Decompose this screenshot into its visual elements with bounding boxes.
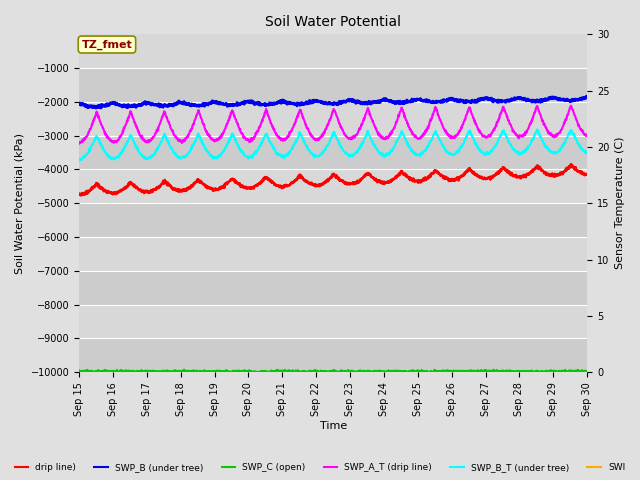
SWP_A_T (drip line) [567,103,575,108]
SWP_B (under tree) [584,95,591,100]
SWP_A (drip line) [567,161,575,167]
SWP_C (open) [310,367,318,373]
SWP_B_T (under tree) [534,127,541,132]
Line: SWP_A_T (drip line): SWP_A_T (drip line) [79,106,588,144]
SWP_B (under tree) [115,102,122,108]
Legend: drip line), SWP_B (under tree), SWP_C (open), SWP_A_T (drip line), SWP_B_T (unde: drip line), SWP_B (under tree), SWP_C (o… [11,459,629,476]
SWP_B_T (under tree) [301,141,309,147]
SWP_A (drip line) [301,178,309,184]
SWP_C (open) [291,369,298,375]
SWP_B (under tree) [75,101,83,107]
SWP_C (open) [135,368,143,374]
SWP_C (open) [426,371,434,377]
SWP_C (open) [364,369,372,375]
SWP_B_T (under tree) [311,152,319,157]
SWP_A_T (drip line) [115,136,122,142]
Bar [79,136,588,169]
Title: Soil Water Potential: Soil Water Potential [265,15,401,29]
SWP_C (open) [115,369,122,375]
SWP_A (drip line) [136,187,143,192]
SWP_B (under tree) [136,102,143,108]
SWP_C (open) [490,367,497,372]
SWP_C (open) [75,368,83,373]
Y-axis label: Soil Water Potential (kPa): Soil Water Potential (kPa) [15,133,25,274]
SWP_C (open) [301,368,309,374]
SWP_A (drip line) [291,177,299,183]
Bar [79,203,588,237]
Bar [79,169,588,203]
SWP_A_T (drip line) [291,120,299,126]
SWP_B_T (under tree) [291,140,299,145]
SWP_C (open) [584,369,591,374]
SWP_A (drip line) [115,189,122,195]
SWP_A (drip line) [77,192,85,198]
SWP_A_T (drip line) [301,122,309,128]
SWP_B (under tree) [301,100,309,106]
Line: SWP_B (under tree): SWP_B (under tree) [79,96,588,108]
SWP_B (under tree) [291,101,299,107]
SWP_A_T (drip line) [75,140,83,145]
SWP_A_T (drip line) [136,131,143,137]
Bar [79,102,588,136]
SWP_A (drip line) [311,182,319,188]
SWP_B (under tree) [92,105,100,111]
Line: SWP_A (drip line): SWP_A (drip line) [79,164,588,195]
SWP_B (under tree) [582,93,590,99]
SWP_B_T (under tree) [115,154,122,160]
SWP_A_T (drip line) [584,132,591,138]
X-axis label: Time: Time [319,421,347,432]
SWP_A_T (drip line) [76,141,83,147]
Bar [79,305,588,338]
SWP_A (drip line) [584,171,591,177]
SWP_A_T (drip line) [365,107,372,112]
Line: SWP_C (open): SWP_C (open) [79,370,588,374]
SWP_B (under tree) [311,98,319,104]
SWP_B_T (under tree) [136,149,143,155]
Bar [79,237,588,271]
SWP_B_T (under tree) [77,157,85,163]
SWP_A (drip line) [365,170,372,176]
Y-axis label: Sensor Temperature (C): Sensor Temperature (C) [615,137,625,269]
Line: SWP_B_T (under tree): SWP_B_T (under tree) [79,130,588,160]
SWP_A_T (drip line) [311,136,319,142]
SWP_B (under tree) [365,99,372,105]
SWP_B_T (under tree) [75,156,83,162]
Text: TZ_fmet: TZ_fmet [81,39,132,49]
Bar [79,338,588,372]
SWP_B_T (under tree) [584,149,591,155]
Bar [79,271,588,305]
SWP_B_T (under tree) [365,131,372,137]
SWP_A (drip line) [75,192,83,197]
Bar [79,68,588,102]
